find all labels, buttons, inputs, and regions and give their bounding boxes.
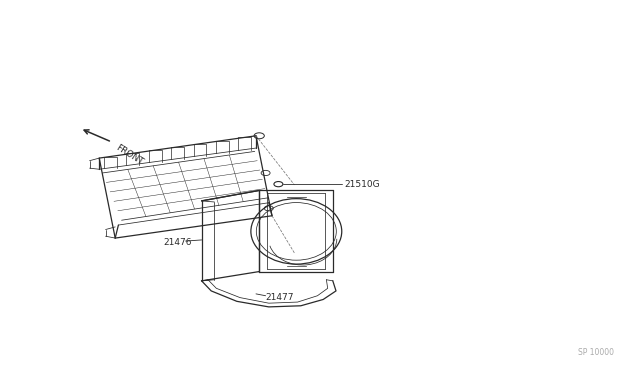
Text: 21477: 21477 bbox=[266, 293, 294, 302]
Text: SP 10000: SP 10000 bbox=[579, 348, 614, 357]
Text: FRONT: FRONT bbox=[114, 143, 145, 167]
Text: 21476: 21476 bbox=[163, 238, 192, 247]
Text: 21510G: 21510G bbox=[344, 180, 380, 189]
